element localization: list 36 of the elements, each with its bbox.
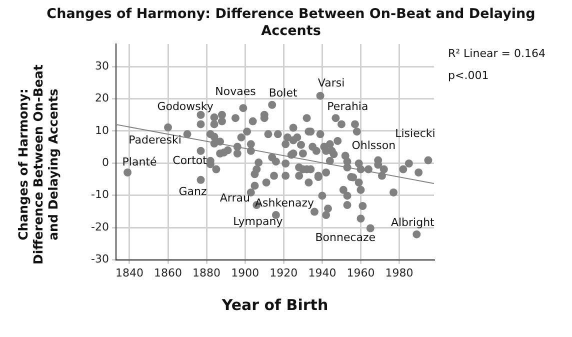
annotation: Godowsky [157, 100, 214, 114]
x-tick-label: 1860 [154, 266, 182, 280]
chart-title: Changes of Harmony: Difference Between On-Beat and Delaying Accents [46, 6, 536, 40]
annotation: Novaes [215, 84, 256, 98]
annotation: Bonnecaze [315, 231, 376, 244]
annotation: Ohlsson [352, 138, 396, 152]
y-tick-label: 0 [102, 156, 109, 170]
x-tick-label: 1920 [270, 266, 298, 280]
x-tick-label: 1880 [192, 266, 221, 280]
annotation: Perahia [327, 100, 368, 113]
annotation: Albright [390, 216, 436, 230]
y-tick-label: -30 [91, 252, 109, 266]
annotation: Bolet [268, 86, 298, 100]
y-axis-title: Changes of Harmony: Difference Between On-Beat and Delaying Accents [16, 64, 60, 266]
y-tick-label: 30 [94, 59, 109, 72]
x-tick-label: 1900 [231, 266, 260, 280]
y-tick-label: 20 [94, 92, 109, 105]
annotation: Ganz [178, 184, 208, 198]
x-axis-title: Year of Birth [220, 296, 328, 314]
x-tick-label: 1940 [308, 266, 336, 280]
text: p<.001 [448, 69, 489, 82]
annotation: Lisiecki [395, 127, 436, 140]
x-tick-label: 1960 [346, 266, 375, 280]
annotation: Planté [122, 155, 158, 168]
annotation: Lympany [233, 214, 284, 228]
annotation: Varsi [318, 76, 345, 90]
y-tick-label: -10 [91, 188, 109, 202]
x-tick-label: 1840 [115, 266, 144, 280]
annotation: Cortot [172, 154, 208, 167]
x-tick-label: 1980 [385, 266, 414, 280]
y-tick-label: -20 [91, 220, 109, 234]
y-tick-label: 10 [94, 124, 109, 137]
text: R² Linear = 0.164 [448, 47, 546, 60]
annotation: Arrau [220, 191, 250, 204]
annotation: Ashkenazy [255, 196, 314, 210]
annotation: Padereski [128, 133, 182, 146]
